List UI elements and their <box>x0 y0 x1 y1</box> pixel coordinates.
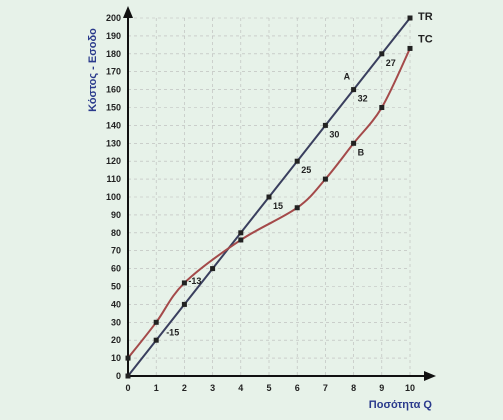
y-tick-label: 70 <box>111 246 121 256</box>
x-tick-label: 8 <box>351 383 356 393</box>
data-point-tc <box>351 140 357 146</box>
data-point-tc <box>125 355 131 361</box>
y-tick-label: 170 <box>106 67 121 77</box>
annotation-label: 15 <box>273 201 283 211</box>
data-point-tr <box>266 194 272 200</box>
data-point-tc <box>238 237 244 243</box>
axes <box>123 6 436 381</box>
annotation-label: -15 <box>166 327 179 337</box>
annotations: A B -15 -13 15 25 30 32 27 <box>166 58 396 337</box>
x-tick-label: 9 <box>379 383 384 393</box>
data-point-tc <box>294 205 300 211</box>
annotation-label: 30 <box>329 129 339 139</box>
y-tick-label: 60 <box>111 264 121 274</box>
annotation-label: 32 <box>358 94 368 104</box>
data-point-tr <box>407 15 413 21</box>
y-tick-label: 190 <box>106 31 121 41</box>
data-point-tc <box>322 176 328 182</box>
y-tick-label: 130 <box>106 138 121 148</box>
data-point-tc <box>181 280 187 286</box>
y-tick-label: 140 <box>106 120 121 130</box>
x-axis-arrow <box>424 371 436 381</box>
y-tick-label: 150 <box>106 103 121 113</box>
data-point-tr <box>294 158 300 164</box>
y-tick-label: 180 <box>106 49 121 59</box>
annotation-label: 25 <box>301 165 311 175</box>
y-tick-label: 80 <box>111 228 121 238</box>
y-tick-label: 100 <box>106 192 121 202</box>
series: TR TC <box>125 11 433 379</box>
data-point-tr <box>125 373 131 379</box>
x-axis-title: Ποσότητα Q <box>369 399 433 411</box>
annotation-label: 27 <box>386 58 396 68</box>
series-label-tr: TR <box>418 11 433 23</box>
y-tick-label: 110 <box>106 174 121 184</box>
y-tick-label: 200 <box>106 13 121 23</box>
x-tick-label: 2 <box>182 383 187 393</box>
annotation-label: B <box>358 147 365 157</box>
data-point-tr <box>322 122 328 128</box>
x-tick-label: 5 <box>266 383 271 393</box>
y-axis-title: Κόστος - Εσοδο <box>87 28 99 112</box>
y-tick-label: 160 <box>106 85 121 95</box>
series-label-tc: TC <box>418 33 433 45</box>
data-point-tc <box>379 105 385 110</box>
data-point-tr <box>351 87 357 93</box>
tick-labels: 0 1 2 3 4 5 6 7 8 9 100102030405060708090100110120… <box>106 13 415 393</box>
y-tick-label: 20 <box>111 335 121 345</box>
y-tick-label: 90 <box>111 210 121 220</box>
annotation-label: A <box>344 72 351 82</box>
y-tick-label: 120 <box>106 156 121 166</box>
series-line-tc <box>127 47 411 359</box>
x-tick-label: 0 <box>125 383 130 393</box>
y-axis-arrow <box>123 6 133 18</box>
x-tick-label: 4 <box>238 383 243 393</box>
x-tick-label: 10 <box>405 383 415 393</box>
data-point-tr <box>379 51 385 57</box>
annotation-label: -13 <box>188 276 201 286</box>
grid <box>128 17 411 377</box>
x-tick-label: 1 <box>154 383 159 393</box>
data-point-tr <box>181 301 187 307</box>
y-tick-label: 0 <box>116 371 121 381</box>
x-tick-label: 3 <box>210 383 215 393</box>
data-point-tr <box>153 337 159 343</box>
y-tick-label: 40 <box>111 299 121 309</box>
x-tick-label: 6 <box>295 383 300 393</box>
data-point-tc <box>407 45 413 51</box>
x-tick-label: 7 <box>323 383 328 393</box>
data-point-tc <box>153 319 159 325</box>
y-tick-label: 10 <box>111 353 121 363</box>
data-point-tr <box>238 230 244 236</box>
y-tick-label: 50 <box>111 282 121 292</box>
data-point-tr <box>210 266 216 272</box>
y-tick-label: 30 <box>111 317 121 327</box>
